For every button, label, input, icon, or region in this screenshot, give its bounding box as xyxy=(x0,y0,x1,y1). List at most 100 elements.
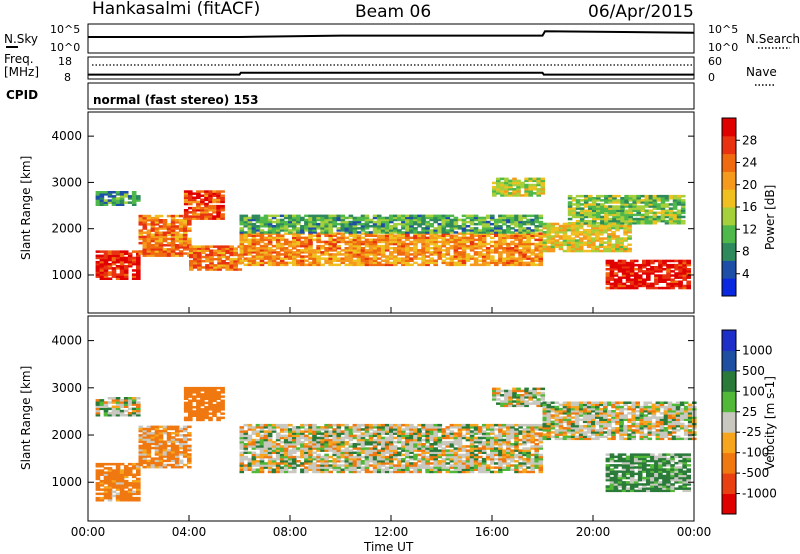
heatmap-cell xyxy=(498,227,503,230)
heatmap-cell xyxy=(401,445,406,448)
heatmap-cell xyxy=(182,233,188,237)
heatmap-cell xyxy=(123,484,129,487)
heatmap-cell xyxy=(654,270,659,273)
heatmap-cell xyxy=(292,220,297,224)
heatmap-cell xyxy=(441,218,447,222)
heatmap-cell xyxy=(170,440,176,443)
heatmap-cell xyxy=(123,277,129,280)
heatmap-cell xyxy=(662,286,667,290)
heatmap-cell xyxy=(481,464,487,467)
heatmap-cell xyxy=(425,428,430,431)
heatmap-cell xyxy=(445,440,451,444)
heatmap-cell xyxy=(586,224,592,228)
heatmap-cell xyxy=(574,224,580,228)
heatmap-cell xyxy=(389,428,394,431)
heatmap-cell xyxy=(506,259,511,262)
heatmap-cell xyxy=(296,216,301,220)
heatmap-cell xyxy=(449,229,455,232)
heatmap-cell xyxy=(629,286,635,290)
heatmap-cell xyxy=(401,249,406,252)
heatmap-cell xyxy=(502,236,507,240)
heatmap-cell xyxy=(481,234,487,237)
heatmap-cell xyxy=(119,482,125,485)
heatmap-cell xyxy=(187,453,192,456)
heatmap-cell xyxy=(95,488,101,491)
heatmap-cell xyxy=(512,194,517,197)
heatmap-cell xyxy=(502,455,507,459)
heatmap-cell xyxy=(283,462,289,465)
heatmap-cell xyxy=(481,460,487,463)
heatmap-cell xyxy=(136,252,141,255)
heatmap-cell xyxy=(328,449,333,452)
heatmap-cell xyxy=(619,226,624,230)
heatmap-cell xyxy=(178,246,184,249)
heatmap-cell xyxy=(490,445,495,448)
heatmap-cell xyxy=(405,460,410,463)
heatmap-cell xyxy=(166,432,172,435)
heatmap-cell xyxy=(678,270,683,273)
heatmap-cell xyxy=(372,464,378,467)
heatmap-cell xyxy=(457,466,463,469)
heatmap-cell xyxy=(136,407,141,411)
heatmap-cell xyxy=(324,464,329,467)
heatmap-cell xyxy=(437,229,443,232)
heatmap-cell xyxy=(247,220,253,224)
heatmap-cell xyxy=(425,426,430,429)
heatmap-cell xyxy=(288,423,293,427)
heatmap-cell xyxy=(461,218,467,222)
heatmap-cell xyxy=(389,426,394,429)
heatmap-cell xyxy=(481,447,487,450)
heatmap-cell xyxy=(502,261,507,265)
heatmap-cell xyxy=(616,199,621,202)
heatmap-cell xyxy=(477,240,483,244)
heatmap-cell xyxy=(616,211,621,215)
heatmap-cell xyxy=(212,386,217,390)
heatmap-cell xyxy=(275,218,281,222)
heatmap-cell xyxy=(296,464,301,467)
heatmap-cell xyxy=(660,199,666,202)
heatmap-cell xyxy=(259,257,265,260)
heatmap-cell xyxy=(477,436,483,440)
heatmap-cell xyxy=(183,406,189,409)
heatmap-cell xyxy=(449,257,455,260)
heatmap-cell xyxy=(170,223,176,226)
heatmap-cell xyxy=(498,434,503,438)
heatmap-cell xyxy=(510,218,515,222)
heatmap-cell xyxy=(166,440,172,443)
heatmap-cell xyxy=(189,259,194,263)
heatmap-cell xyxy=(178,446,184,450)
heatmap-cell xyxy=(417,236,422,240)
heatmap-cell xyxy=(453,231,459,234)
heatmap-cell xyxy=(617,280,623,283)
heatmap-cell xyxy=(348,231,354,234)
heatmap-cell xyxy=(300,462,305,465)
heatmap-cell xyxy=(425,244,430,248)
heatmap-cell xyxy=(588,219,593,223)
heatmap-cell xyxy=(364,251,370,254)
heatmap-cell xyxy=(154,436,160,439)
heatmap-cell xyxy=(632,217,637,221)
heatmap-cell xyxy=(296,430,301,433)
heatmap-cell xyxy=(494,457,499,461)
heatmap-cell xyxy=(182,438,188,441)
heatmap-cell xyxy=(193,247,198,250)
heatmap-cell xyxy=(376,453,382,457)
heatmap-cell xyxy=(212,412,217,415)
heatmap-cell xyxy=(324,457,329,461)
heatmap-cell xyxy=(352,249,358,252)
heatmap-cell xyxy=(183,393,189,396)
heatmap-cell xyxy=(275,238,281,242)
heatmap-cell xyxy=(481,244,487,248)
heatmap-cell xyxy=(99,499,105,502)
heatmap-cell xyxy=(279,249,285,252)
heatmap-cell xyxy=(182,446,188,450)
heatmap-cell xyxy=(376,440,382,444)
heatmap-cell xyxy=(332,430,337,433)
heatmap-cell xyxy=(662,274,667,277)
heatmap-cell xyxy=(429,247,434,250)
heatmap-cell xyxy=(405,447,410,450)
heatmap-cell xyxy=(188,196,193,199)
heatmap-cell xyxy=(283,229,289,232)
heatmap-cell xyxy=(425,440,430,444)
